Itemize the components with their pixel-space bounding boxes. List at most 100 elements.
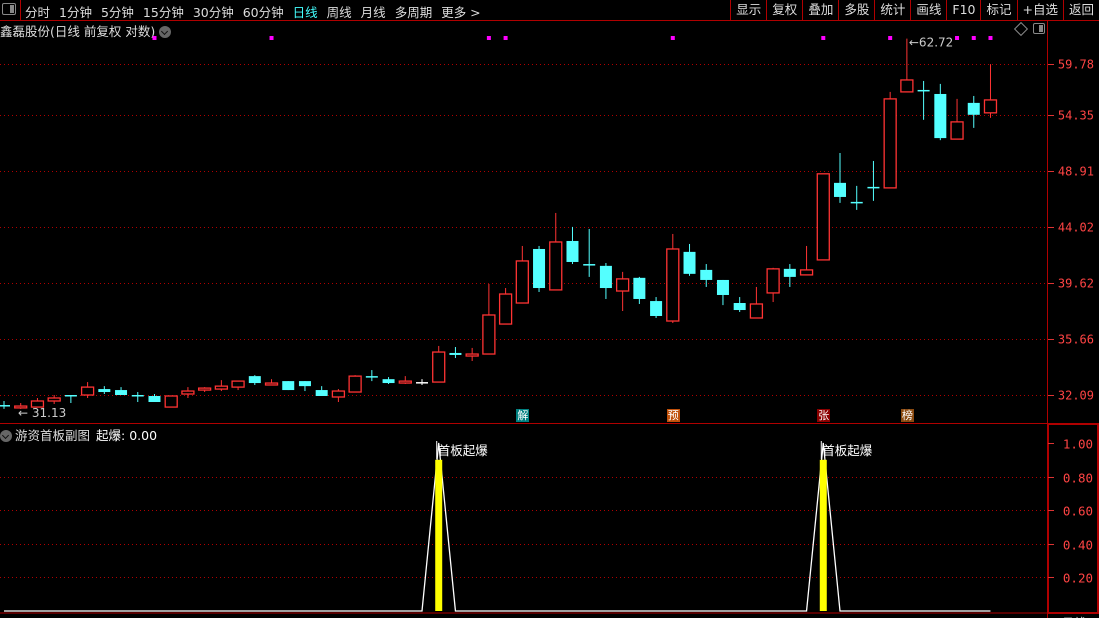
period-tab[interactable]: 5分钟 — [100, 5, 134, 20]
candle[interactable] — [231, 380, 245, 391]
candle[interactable] — [583, 228, 596, 277]
candle[interactable] — [181, 387, 195, 398]
candle[interactable] — [64, 395, 77, 404]
candle[interactable] — [148, 394, 161, 403]
candle-body — [515, 260, 529, 304]
candle[interactable] — [298, 381, 311, 392]
candle[interactable] — [716, 279, 729, 306]
period-tab[interactable]: 1分钟 — [59, 5, 92, 20]
candle[interactable] — [666, 233, 680, 324]
period-tab[interactable]: 15分钟 — [142, 5, 184, 20]
candle[interactable] — [834, 153, 846, 203]
candle[interactable] — [465, 347, 479, 361]
tool-button[interactable]: 复权 — [766, 0, 802, 20]
chevron-down-icon[interactable] — [159, 26, 172, 38]
candle-body — [967, 102, 980, 115]
candle[interactable] — [683, 243, 696, 276]
candle[interactable] — [850, 185, 863, 210]
candle[interactable] — [700, 264, 713, 287]
candle[interactable] — [498, 288, 513, 325]
candle[interactable] — [264, 379, 279, 386]
candle[interactable] — [566, 226, 579, 265]
candle[interactable] — [47, 395, 61, 405]
period-tab[interactable]: 周线 — [326, 5, 352, 20]
candle-body — [917, 89, 930, 92]
candle[interactable] — [282, 381, 295, 391]
candle[interactable] — [30, 397, 45, 408]
candle[interactable] — [382, 377, 395, 385]
candle[interactable] — [482, 283, 496, 355]
candle[interactable] — [599, 263, 612, 299]
candle[interactable] — [398, 376, 412, 385]
event-marker[interactable]: 解 — [516, 409, 530, 422]
candle[interactable] — [0, 400, 10, 409]
event-marker[interactable]: 榜 — [900, 409, 914, 422]
stock-title: 鑫磊股份(日线 前复权 对数) — [0, 24, 156, 39]
candle[interactable] — [867, 160, 880, 201]
period-tab[interactable]: 分时 — [25, 5, 51, 20]
tool-button[interactable]: 显示 — [730, 0, 766, 20]
candle[interactable] — [515, 245, 529, 304]
candle[interactable] — [967, 95, 980, 128]
candle-body — [583, 264, 596, 266]
candle[interactable] — [799, 245, 814, 276]
event-marker[interactable]: 预 — [666, 409, 680, 422]
tool-button[interactable]: F10 — [946, 0, 980, 20]
candle[interactable] — [331, 389, 346, 403]
chevron-down-icon[interactable] — [0, 430, 12, 442]
candle[interactable] — [164, 395, 178, 408]
period-tab[interactable]: 更多 > — [441, 5, 481, 20]
candle[interactable] — [80, 382, 95, 398]
candle[interactable] — [615, 271, 630, 312]
candle[interactable] — [950, 98, 964, 140]
candle[interactable] — [917, 80, 930, 120]
candle[interactable] — [315, 386, 328, 396]
candle[interactable] — [416, 379, 428, 385]
candle[interactable] — [14, 403, 28, 409]
candle[interactable] — [934, 83, 947, 141]
period-tab[interactable]: 日线 — [292, 5, 318, 20]
tool-button[interactable]: 标记 — [980, 0, 1016, 20]
candle[interactable] — [214, 380, 229, 392]
candle[interactable] — [432, 345, 446, 383]
tool-button[interactable]: 返回 — [1062, 0, 1099, 20]
tool-button[interactable]: +自选 — [1016, 0, 1063, 20]
candle[interactable] — [115, 387, 128, 395]
candle[interactable] — [783, 264, 796, 287]
candle[interactable] — [766, 267, 780, 303]
period-tab[interactable]: 月线 — [360, 5, 386, 20]
candle[interactable] — [98, 386, 111, 395]
candle[interactable] — [900, 38, 914, 93]
candle[interactable] — [131, 392, 144, 403]
candle-body — [181, 390, 195, 395]
period-tab[interactable]: 60分钟 — [242, 5, 284, 20]
tool-button[interactable]: 画线 — [910, 0, 946, 20]
candle[interactable] — [633, 276, 646, 304]
candle[interactable] — [733, 297, 746, 313]
candle[interactable] — [449, 347, 462, 359]
event-marker[interactable]: 张 — [817, 409, 831, 422]
period-tab[interactable]: 30分钟 — [192, 5, 234, 20]
candle[interactable] — [197, 387, 212, 393]
candle[interactable] — [749, 286, 764, 319]
candle[interactable] — [365, 370, 378, 382]
candle[interactable] — [248, 375, 261, 385]
tool-button[interactable]: 多股 — [838, 0, 874, 20]
candle-body — [549, 241, 563, 291]
candle-body — [799, 269, 814, 276]
layout-toggle-icon[interactable] — [2, 3, 16, 15]
candle[interactable] — [533, 245, 546, 292]
period-tab[interactable]: 多周期 — [394, 5, 433, 20]
candle-body — [449, 352, 462, 355]
panel-toggle-icon[interactable] — [1033, 23, 1045, 34]
price-tick-label: 32.09 — [1058, 389, 1094, 403]
candle[interactable] — [983, 64, 998, 118]
tool-button[interactable]: 统计 — [874, 0, 910, 20]
candle[interactable] — [816, 173, 830, 261]
tool-button[interactable]: 叠加 — [802, 0, 838, 20]
candle[interactable] — [549, 212, 563, 291]
candle[interactable] — [883, 91, 897, 189]
candle[interactable] — [650, 297, 663, 318]
candle[interactable] — [348, 375, 362, 393]
